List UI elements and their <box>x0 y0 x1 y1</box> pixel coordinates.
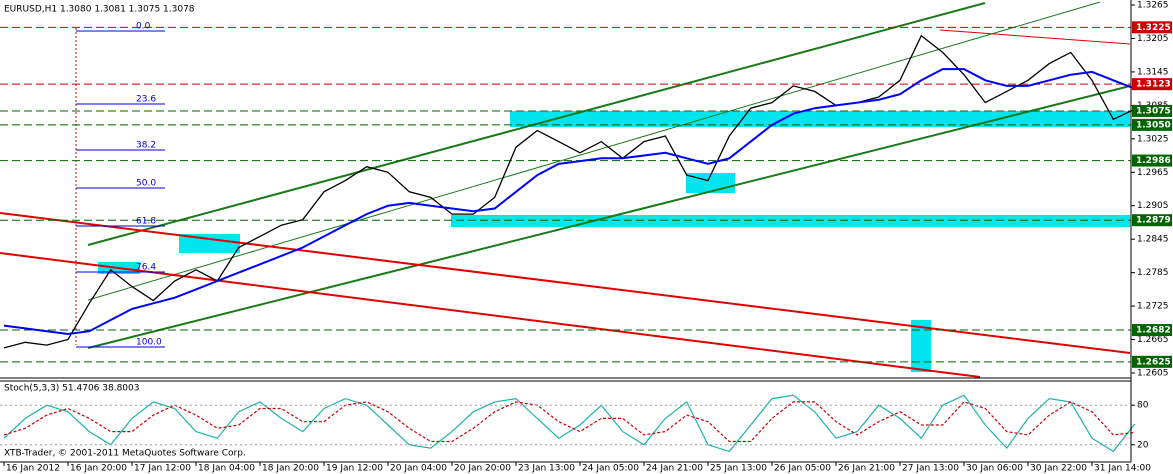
red-line <box>0 252 981 378</box>
fib-label: 76.4 <box>136 263 156 273</box>
x-tick-label: 30 Jan 22:00 <box>1030 464 1087 474</box>
y-tick-label: 1.3025 <box>1137 134 1169 144</box>
level-tag <box>1132 118 1172 131</box>
y-tick-label: 1.3205 <box>1137 34 1169 44</box>
plot <box>3 34 1136 453</box>
y-tick-label: 1.2785 <box>1137 268 1169 278</box>
x-tick-label: 26 Jan 05:00 <box>774 464 831 474</box>
level-tag <box>1132 78 1172 91</box>
level-label: 1.3123 <box>1136 80 1171 90</box>
x-tick-label: 23 Jan 13:00 <box>518 464 575 474</box>
zones <box>98 111 1130 372</box>
fib-label: 100.0 <box>136 338 162 348</box>
stoch-title: Stoch(5,3,3) 51.4706 38.8003 <box>4 384 139 394</box>
level-label: 1.3050 <box>1136 120 1171 130</box>
level-tag <box>1132 324 1172 337</box>
x-tick-label: 16 Jan 2012 <box>6 464 60 474</box>
level-tag <box>1132 355 1172 368</box>
channel-line <box>87 85 1131 349</box>
x-tick-label: 18 Jan 20:00 <box>262 464 319 474</box>
footer: XTB-Trader, © 2001-2011 MetaQuotes Softw… <box>4 449 246 459</box>
x-tick-label: 30 Jan 06:00 <box>966 464 1023 474</box>
x-tick-label: 24 Jan 05:00 <box>582 464 639 474</box>
x-tick-label: 16 Jan 20:00 <box>70 464 127 474</box>
zone <box>179 234 240 253</box>
level-tag <box>1132 21 1172 34</box>
y-tick-label: 20 <box>1137 440 1149 450</box>
y-tick-label: 1.2605 <box>1137 368 1169 378</box>
x-tick-label: 20 Jan 04:00 <box>390 464 447 474</box>
x-tick-label: 18 Jan 04:00 <box>198 464 255 474</box>
channel-line <box>87 1 1101 301</box>
y-tick-label: 1.2725 <box>1137 302 1169 312</box>
stoch-line <box>3 394 1136 453</box>
red-line <box>939 29 1131 45</box>
y-tick-label: 1.2905 <box>1137 201 1169 211</box>
y-tick-label: 1.2665 <box>1137 335 1169 345</box>
y-tick-label: 1.2845 <box>1137 235 1169 245</box>
fib-label: 61.8 <box>136 217 156 227</box>
y-tick-label: 1.2965 <box>1137 168 1169 178</box>
fib-label: 38.2 <box>136 141 156 151</box>
x-tick-label: 19 Jan 12:00 <box>326 464 383 474</box>
y-tick-label: 1.3265 <box>1137 1 1169 11</box>
channel-line <box>87 2 986 246</box>
fib-label: 23.6 <box>136 95 156 105</box>
level-label: 1.2986 <box>1136 156 1171 166</box>
x-tick-label: 25 Jan 13:00 <box>710 464 767 474</box>
y-tick-label: 1.3145 <box>1137 67 1169 77</box>
level-label: 1.3225 <box>1136 23 1171 33</box>
x-tick-label: 27 Jan 13:00 <box>902 464 959 474</box>
level-tag <box>1132 154 1172 167</box>
level-label: 1.2879 <box>1136 216 1171 226</box>
level-label: 1.2625 <box>1136 357 1171 367</box>
level-tag <box>1132 214 1172 227</box>
price-line <box>3 68 1136 336</box>
price-line <box>3 34 1135 349</box>
x-tick-label: 20 Jan 20:00 <box>454 464 511 474</box>
x-tick-label: 17 Jan 12:00 <box>134 464 191 474</box>
x-tick-label: 26 Jan 21:00 <box>838 464 895 474</box>
x-tick-label: 31 Jan 14:00 <box>1094 464 1151 474</box>
zone <box>451 215 1130 227</box>
y-tick-label: 80 <box>1137 401 1149 411</box>
fib-label: 0.0 <box>136 22 151 32</box>
zone <box>911 320 931 372</box>
level-tag <box>1132 104 1172 117</box>
levels <box>0 26 1131 363</box>
zone <box>510 111 1130 127</box>
x-tick-label: 24 Jan 21:00 <box>646 464 703 474</box>
fib-label: 50.0 <box>136 179 156 189</box>
chart-title: EURUSD,H1 1.3080 1.3081 1.3075 1.3078 <box>4 5 195 15</box>
stoch-line <box>3 401 1135 443</box>
level-label: 1.2682 <box>1136 326 1171 336</box>
level-label: 1.3075 <box>1136 106 1171 116</box>
